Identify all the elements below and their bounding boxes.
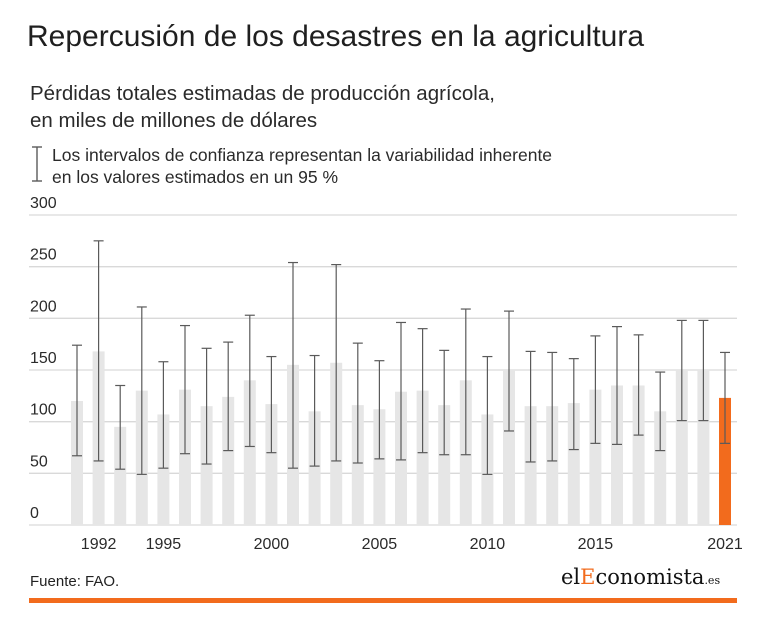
bar-chart: 0 50 100 150 200 250 300 1992 1995 2000 2005 2010 2…	[29, 195, 743, 553]
y-tick-label: 100	[30, 402, 57, 419]
x-tick-label: 2000	[254, 536, 290, 553]
bar-2020	[697, 370, 710, 525]
bar-2019	[675, 370, 688, 525]
bar-1995	[157, 414, 170, 525]
x-axis-tick-labels: 1992 1995 2000 2005 2010 2015 2021	[81, 536, 743, 553]
subtitle-line-2: en miles de millones de dólares	[30, 109, 318, 132]
y-tick-label: 150	[30, 350, 57, 367]
bar-1997	[200, 406, 213, 525]
x-tick-label: 2005	[362, 536, 398, 553]
confidence-intervals	[72, 240, 730, 475]
x-tick-label: 1992	[81, 536, 117, 553]
bar-2017	[632, 385, 645, 525]
bar-2013	[546, 406, 559, 525]
y-tick-label: 300	[30, 195, 57, 212]
chart-title: Repercusión de los desastres en la agric…	[27, 20, 645, 53]
source-note: Fuente: FAO.	[30, 573, 120, 590]
y-tick-label: 250	[30, 247, 57, 264]
chart-subtitle: Pérdidas totales estimadas de producción…	[30, 80, 495, 134]
x-tick-label: 2015	[578, 536, 614, 553]
bar-2004	[351, 405, 364, 525]
error-bar-icon	[32, 146, 42, 182]
bar-1991	[71, 401, 83, 525]
note-line-2: en los valores estimados en un 95 %	[52, 167, 338, 187]
y-tick-label: 50	[30, 453, 48, 470]
bar-2012	[524, 406, 537, 525]
y-axis-tick-labels: 0 50 100 150 200 250 300	[30, 195, 57, 522]
x-tick-label: 1995	[146, 536, 182, 553]
bar-1993	[114, 426, 127, 525]
bar-2011	[503, 370, 515, 525]
bar-1999	[243, 380, 256, 525]
x-tick-label: 2021	[707, 536, 743, 553]
bar-2005	[373, 409, 386, 525]
y-tick-label: 0	[30, 505, 39, 522]
bar-1996	[179, 389, 191, 525]
y-tick-label: 200	[30, 298, 57, 315]
bar-2015	[589, 389, 602, 525]
bar-2016	[611, 385, 623, 525]
bar-2000	[265, 404, 278, 525]
bar-1998	[222, 396, 235, 525]
x-tick-label: 2010	[470, 536, 506, 553]
bar-2002	[308, 411, 321, 525]
subtitle-line-1: Pérdidas totales estimadas de producción…	[30, 82, 495, 105]
bar-2018	[654, 411, 667, 525]
bar-2008	[438, 405, 451, 525]
bar-2014	[567, 403, 580, 525]
bars	[71, 351, 731, 525]
bar-2007	[416, 390, 429, 525]
publisher-logo: elEconomista.es	[561, 565, 721, 589]
note-line-1: Los intervalos de confianza representan …	[52, 145, 553, 165]
bar-2021	[719, 397, 731, 525]
footer-accent-rule	[29, 598, 737, 603]
